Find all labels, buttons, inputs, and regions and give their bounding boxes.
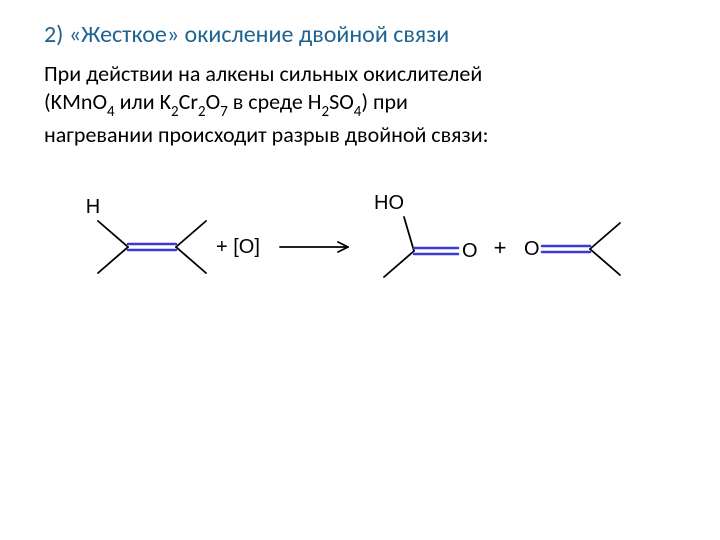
h2so4-sub1: 2 — [322, 103, 330, 121]
heading-title: «Жесткое» окисление двойной связи — [69, 20, 449, 49]
k2cr2o7-sub2: 2 — [198, 103, 206, 121]
section-heading: 2) «Жесткое» окисление двойной связи — [44, 20, 676, 50]
k2cr2o7-cr: Cr — [179, 88, 198, 115]
body-line2-end: ) при — [361, 88, 408, 115]
svg-text:+: + — [494, 235, 507, 260]
k2cr2o7-sub3: 7 — [220, 103, 228, 121]
body-line3: нагревании происходит разрыв двойной свя… — [44, 121, 489, 148]
h2so4-sub2: 4 — [354, 103, 362, 121]
slide: 2) «Жесткое» окисление двойной связи При… — [0, 0, 720, 540]
reaction-svg: H + [O] HO O + O — [80, 177, 640, 317]
heading-number: 2) — [44, 20, 63, 49]
body-text: При действии на алкены сильных окислител… — [44, 60, 676, 149]
svg-text:+ [O]: + [O] — [216, 236, 260, 258]
body-line2-prefix: (KMnO — [44, 88, 107, 115]
kmno4-sub: 4 — [107, 103, 115, 121]
svg-text:HO: HO — [374, 192, 404, 214]
h2so4-so: SO — [329, 88, 354, 115]
body-line1: При действии на алкены сильных окислител… — [44, 60, 482, 87]
k2cr2o7-o: O — [206, 88, 221, 115]
reaction-scheme: H + [O] HO O + O — [80, 177, 676, 337]
svg-text:O: O — [462, 240, 478, 262]
body-line2-mid2: в среде Н — [228, 88, 322, 115]
svg-text:O: O — [524, 238, 540, 260]
body-line2-mid1: или K — [115, 88, 171, 115]
k2cr2o7-sub1: 2 — [171, 103, 179, 121]
svg-text:H: H — [86, 196, 100, 218]
